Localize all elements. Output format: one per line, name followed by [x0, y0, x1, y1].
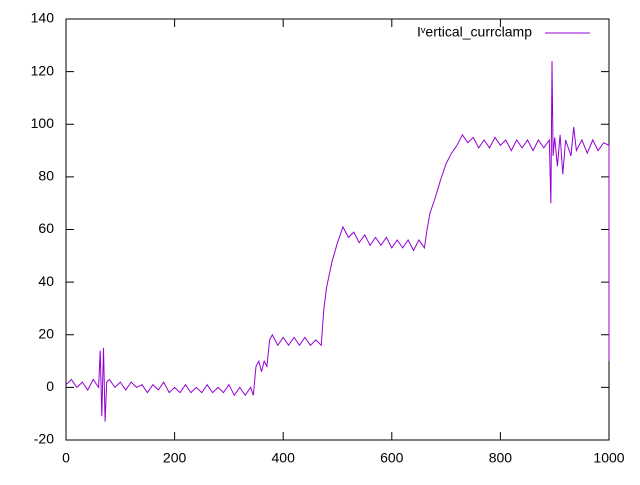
y-tick-label: 0	[46, 378, 54, 394]
legend-label: Iᵛertical_currclamp	[417, 24, 532, 40]
y-tick-label: 100	[31, 115, 55, 131]
y-tick-label: 60	[38, 220, 54, 236]
data-line	[65, 61, 610, 422]
y-tick-label: 40	[38, 273, 54, 289]
x-tick-label: 200	[163, 450, 187, 466]
y-tick-label: 140	[31, 10, 55, 26]
x-tick-label: 400	[272, 450, 296, 466]
x-tick-label: 600	[380, 450, 404, 466]
y-tick-label: -20	[34, 431, 54, 447]
y-tick-label: 80	[38, 168, 54, 184]
x-tick-label: 1000	[593, 450, 624, 466]
plot-border	[65, 18, 610, 441]
x-tick-label: 800	[489, 450, 513, 466]
x-tick-label: 0	[62, 450, 70, 466]
y-tick-label: 20	[38, 325, 54, 341]
y-tick-label: 120	[31, 62, 55, 78]
